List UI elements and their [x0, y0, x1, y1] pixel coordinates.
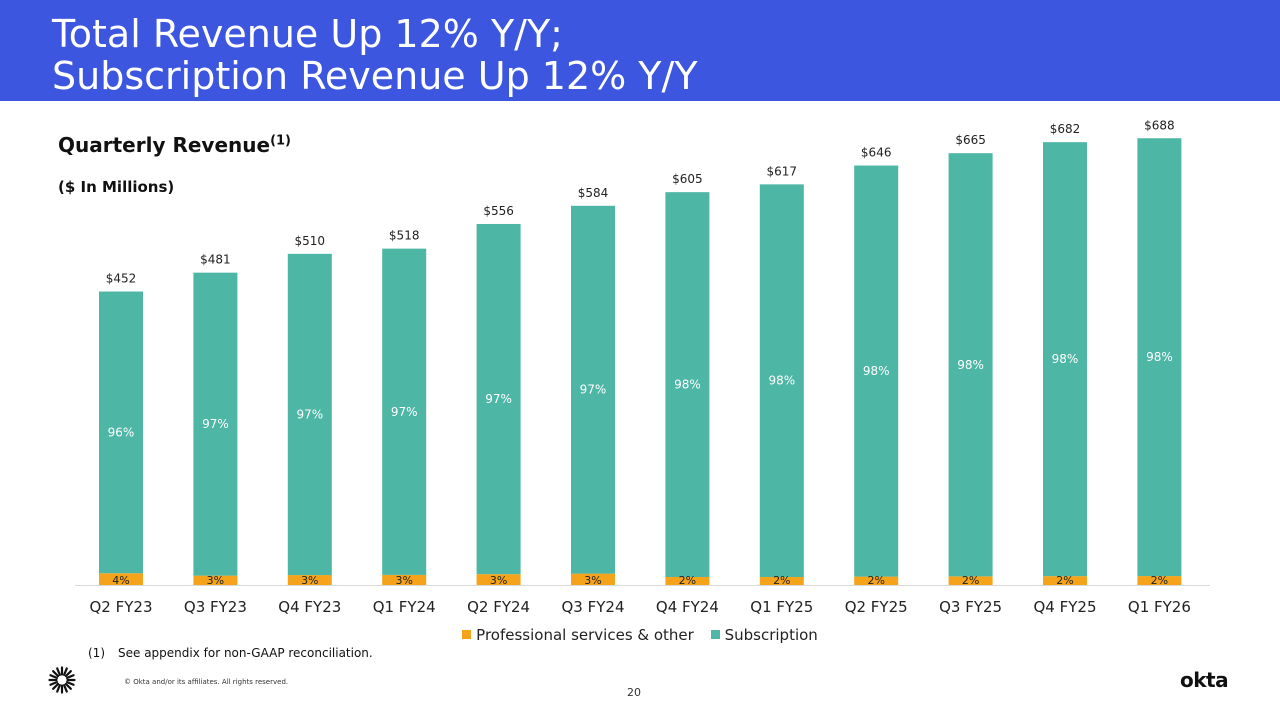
data-label-total: $646	[861, 146, 892, 160]
bar-subscription	[854, 165, 899, 577]
data-label-professional-services: 2%	[1151, 574, 1168, 587]
data-label-subscription: 98%	[1052, 352, 1079, 366]
bar-subscription	[759, 184, 804, 577]
data-label-professional-services: 2%	[867, 574, 884, 587]
data-label-total: $682	[1050, 122, 1081, 136]
x-tick-label: Q3 FY25	[939, 598, 1002, 616]
chart-title: Quarterly Revenue(1)	[58, 133, 291, 157]
data-label-professional-services: 2%	[679, 574, 696, 587]
data-label-professional-services: 3%	[490, 574, 507, 587]
bar-subscription	[287, 253, 332, 576]
bar-professional-services	[193, 575, 238, 585]
bar-subscription	[1137, 138, 1182, 577]
x-tick-label: Q4 FY25	[1034, 598, 1097, 616]
bar-subscription	[948, 153, 993, 577]
x-tick-label: Q2 FY24	[467, 598, 530, 616]
data-label-total: $510	[295, 234, 326, 248]
data-label-subscription: 97%	[202, 417, 229, 431]
data-label-subscription: 98%	[863, 364, 890, 378]
legend-item-professional-services: Professional services & other	[462, 626, 694, 644]
bar-professional-services	[1043, 576, 1087, 585]
copyright-text: © Okta and/or its affiliates. All rights…	[124, 678, 289, 686]
x-tick-label: Q1 FY26	[1128, 598, 1191, 616]
legend-label-subscription: Subscription	[724, 626, 818, 644]
bar-subscription	[476, 223, 521, 575]
bar-professional-services	[476, 574, 521, 585]
bar-subscription	[382, 248, 427, 575]
x-tick-label: Q1 FY24	[373, 598, 436, 616]
bar-professional-services	[759, 576, 804, 585]
page-number: 20	[627, 686, 641, 699]
chart-title-text: Quarterly Revenue	[58, 133, 271, 157]
data-label-subscription: 98%	[768, 374, 795, 388]
data-label-subscription: 98%	[957, 358, 984, 372]
data-label-total: $556	[483, 204, 514, 218]
bar-subscription	[1043, 142, 1087, 577]
footnote-number: (1)	[88, 646, 105, 660]
data-label-total: $452	[106, 272, 137, 286]
bar-subscription	[193, 272, 238, 576]
x-tick-label: Q1 FY25	[750, 598, 813, 616]
bar-subscription	[665, 192, 710, 578]
bar-professional-services	[571, 573, 615, 585]
data-label-professional-services: 2%	[773, 574, 790, 587]
x-tick-label: Q3 FY23	[184, 598, 247, 616]
data-label-subscription: 98%	[1146, 350, 1173, 364]
legend-item-subscription: Subscription	[710, 626, 818, 644]
data-label-professional-services: 2%	[962, 574, 979, 587]
data-label-subscription: 96%	[108, 425, 135, 439]
legend-label-professional-services: Professional services & other	[476, 626, 694, 644]
data-label-subscription: 97%	[296, 407, 323, 421]
bar-professional-services	[287, 575, 332, 585]
okta-sunburst-icon	[48, 666, 76, 694]
page-title-line-1: Total Revenue Up 12% Y/Y;	[52, 12, 563, 56]
chart-subtitle: ($ In Millions)	[58, 178, 175, 196]
data-label-professional-services: 3%	[584, 574, 601, 587]
data-label-professional-services: 4%	[112, 574, 129, 587]
header-banner: Total Revenue Up 12% Y/Y; Subscription R…	[0, 0, 1280, 101]
footnote-text: See appendix for non-GAAP reconciliation…	[118, 646, 373, 660]
data-label-subscription: 97%	[580, 383, 607, 397]
chart-title-footnote-marker: (1)	[270, 133, 291, 149]
page-title-line-2: Subscription Revenue Up 12% Y/Y	[52, 54, 698, 98]
data-label-subscription: 97%	[485, 392, 512, 406]
legend-swatch-subscription	[710, 630, 720, 639]
bar-professional-services	[1137, 576, 1182, 585]
data-label-total: $605	[672, 172, 703, 186]
data-label-subscription: 97%	[391, 405, 418, 419]
data-label-professional-services: 3%	[301, 574, 318, 587]
data-label-subscription: 98%	[674, 378, 701, 392]
x-tick-label: Q4 FY24	[656, 598, 719, 616]
data-label-total: $617	[767, 164, 798, 178]
data-label-professional-services: 3%	[207, 574, 224, 587]
bar-professional-services	[665, 577, 710, 585]
data-label-total: $665	[955, 133, 986, 147]
data-label-total: $584	[578, 186, 609, 200]
data-label-total: $481	[200, 253, 231, 267]
data-label-professional-services: 3%	[395, 574, 412, 587]
data-label-total: $518	[389, 229, 420, 243]
revenue-bar-chart: 4% 96% $452 Q2 FY23 3% 97% $481 Q3 FY23 3% 97% $51…	[75, 118, 1210, 616]
chart-legend: Professional services & other Subscripti…	[0, 626, 1280, 644]
okta-logo: okta	[1180, 668, 1229, 692]
bar-professional-services	[948, 576, 993, 585]
data-label-professional-services: 2%	[1056, 574, 1073, 587]
data-label-total: $688	[1144, 118, 1175, 132]
x-tick-label: Q4 FY23	[278, 598, 341, 616]
bar-professional-services	[382, 574, 427, 585]
bar-professional-services	[854, 576, 899, 585]
legend-swatch-professional-services	[462, 630, 472, 639]
x-tick-label: Q2 FY25	[845, 598, 908, 616]
bar-professional-services	[99, 573, 143, 585]
x-tick-label: Q3 FY24	[562, 598, 625, 616]
bar-subscription	[99, 291, 143, 574]
x-tick-label: Q2 FY23	[90, 598, 153, 616]
bar-subscription	[571, 205, 615, 574]
